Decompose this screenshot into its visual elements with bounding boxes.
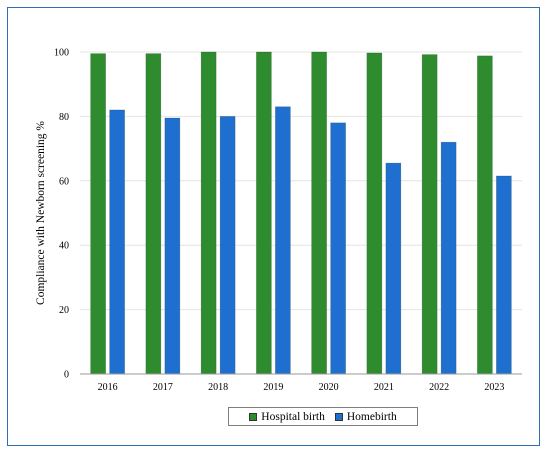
legend-swatch-hospital-birth [249,412,258,421]
bar-homebirth-2017 [164,117,181,375]
bar-homebirth-2023 [496,175,512,375]
legend: Hospital birth Homebirth [228,407,418,426]
y-axis-label: Compliance with Newborn screening % [35,121,47,305]
bar-homebirth-2021 [385,162,402,375]
y-tick-60: 60 [59,176,69,187]
x-tick-2021: 2021 [374,382,394,393]
legend-item-hospital-birth: Hospital birth [249,411,325,423]
bar-homebirth-2016 [109,109,125,375]
legend-label-homebirth: Homebirth [346,410,397,423]
bar-hospital-birth-2016 [90,53,106,375]
y-tick-80: 80 [59,112,69,123]
y-tick-40: 40 [59,241,69,252]
y-tick-100: 100 [54,48,69,59]
x-tick-2023: 2023 [484,382,504,393]
x-tick-2022: 2022 [429,382,449,393]
legend-swatch-homebirth [334,412,343,421]
bars [90,51,512,375]
chart-frame [7,7,540,446]
y-tick-20: 20 [59,305,69,316]
x-tick-2016: 2016 [98,382,118,393]
x-tick-2017: 2017 [153,382,173,393]
bar-hospital-birth-2023 [477,55,493,375]
bar-hospital-birth-2022 [421,54,438,375]
bar-hospital-birth-2021 [366,52,383,375]
legend-label-hospital-birth: Hospital birth [261,410,325,423]
x-axis-ticks: 2016 2017 2018 2019 2020 2021 2022 2023 [98,382,505,393]
x-tick-2020: 2020 [319,382,339,393]
bar-homebirth-2022 [440,141,457,375]
bar-homebirth-2019 [275,106,291,375]
bar-hospital-birth-2020 [311,51,327,375]
bar-homebirth-2018 [219,116,236,375]
bar-hospital-birth-2018 [200,51,217,375]
x-tick-2018: 2018 [208,382,228,393]
bar-hospital-birth-2019 [256,51,272,375]
legend-item-homebirth: Homebirth [334,410,397,423]
y-tick-0: 0 [64,370,69,381]
x-tick-2019: 2019 [263,382,283,393]
bar-hospital-birth-2017 [145,53,162,375]
y-axis-ticks: 0 20 40 60 80 100 [54,48,69,381]
bar-homebirth-2020 [330,122,346,375]
